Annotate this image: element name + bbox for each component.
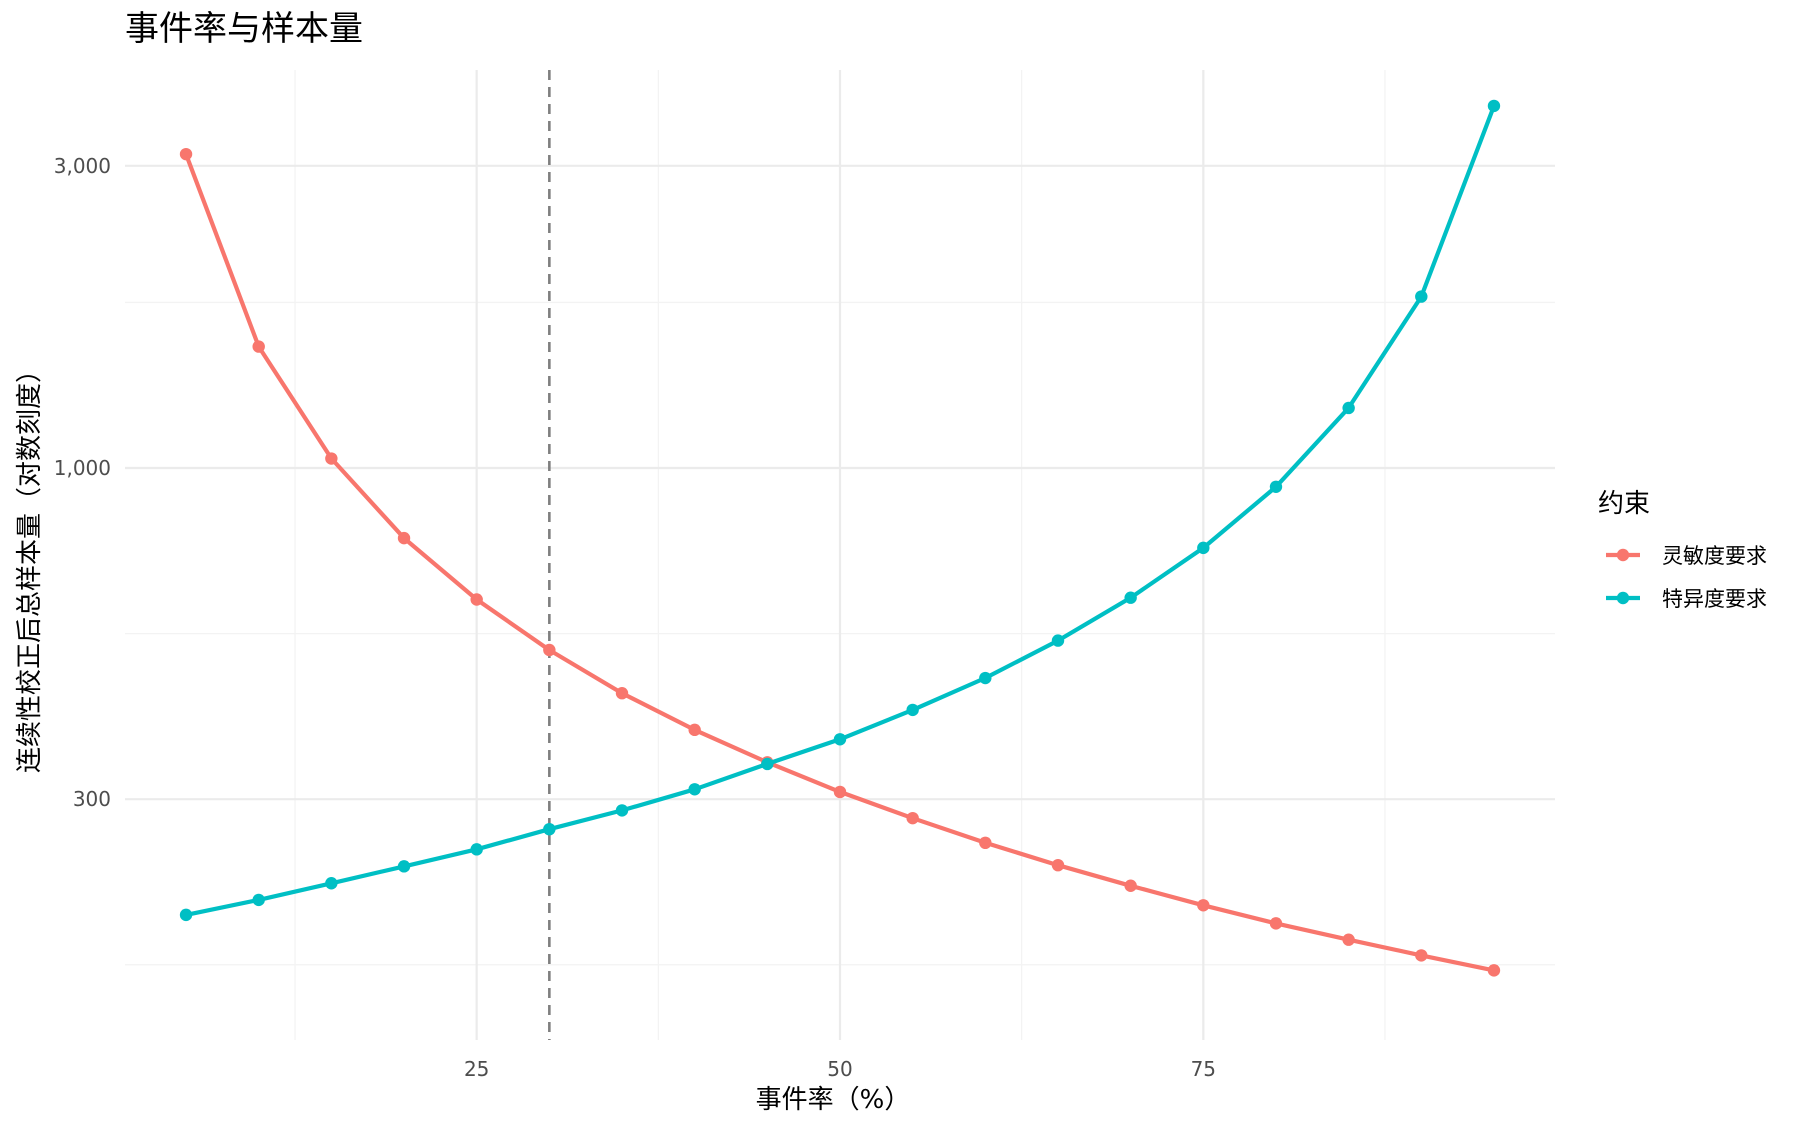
data-point [252, 893, 265, 907]
legend-title: 约束 [1598, 489, 1650, 519]
data-point [906, 811, 919, 825]
data-point [906, 703, 919, 717]
data-point [833, 733, 847, 746]
data-point [252, 340, 265, 353]
x-tick-label: 75 [1191, 1057, 1216, 1081]
data-point [979, 671, 992, 685]
data-point [1051, 634, 1065, 647]
data-point [1415, 949, 1428, 962]
data-point [543, 822, 556, 836]
x-axis-title: 事件率（%） [756, 1085, 911, 1115]
legend-label: 灵敏度要求 [1662, 544, 1767, 568]
series-1 [179, 147, 1501, 977]
data-point [470, 593, 483, 606]
data-point [688, 783, 701, 796]
data-point [615, 804, 629, 817]
data-point [1269, 917, 1283, 930]
data-point [1051, 858, 1065, 872]
data-point [1342, 401, 1355, 415]
series-layer [179, 99, 1501, 977]
legend-item: 灵敏度要求 [1606, 544, 1767, 568]
y-tick-label: 3,000 [54, 154, 111, 178]
data-point [1124, 879, 1137, 892]
legend-label: 特异度要求 [1662, 587, 1767, 611]
data-point [1342, 933, 1355, 946]
y-axis-title: 连续性校正后总样本量（对数刻度） [15, 357, 45, 773]
data-point [688, 723, 701, 737]
data-point [615, 687, 629, 700]
data-point [179, 147, 193, 161]
data-point [1124, 591, 1137, 604]
data-point [1197, 899, 1210, 912]
data-point [979, 836, 992, 850]
axis-tick-labels: 25 50 75 300 1,000 3,000 [54, 154, 1216, 1081]
series-2 [179, 99, 1501, 922]
legend-marker [1616, 548, 1630, 562]
data-point [543, 643, 556, 657]
x-tick-label: 25 [464, 1057, 489, 1081]
data-point [1269, 480, 1283, 493]
data-point [397, 860, 411, 873]
y-tick-label: 300 [73, 787, 111, 811]
data-point [761, 757, 774, 771]
data-point [325, 452, 338, 465]
y-tick-label: 1,000 [54, 456, 111, 480]
data-point [470, 843, 483, 856]
data-point [1197, 541, 1210, 555]
legend-item: 特异度要求 [1606, 587, 1767, 611]
data-point [1487, 99, 1501, 113]
data-point [179, 908, 193, 922]
x-tick-label: 50 [827, 1057, 852, 1081]
data-point [1487, 964, 1501, 977]
legend-marker [1616, 591, 1630, 605]
data-point [325, 877, 338, 890]
chart-title: 事件率与样本量 [125, 9, 363, 49]
data-point [397, 531, 411, 545]
grid [125, 70, 1555, 1040]
data-point [1415, 290, 1428, 303]
data-point [833, 785, 847, 799]
